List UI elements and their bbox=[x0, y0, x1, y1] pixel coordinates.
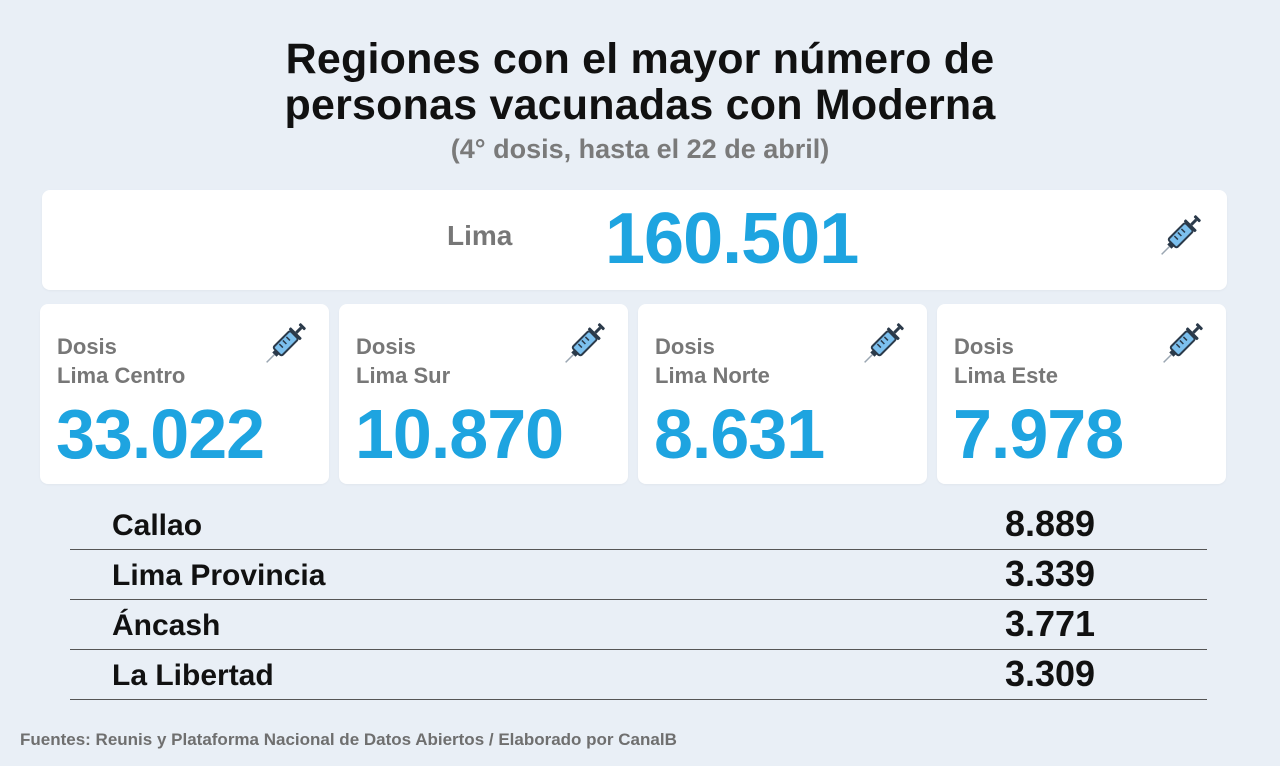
card-label-line2: Lima Sur bbox=[356, 363, 451, 388]
card-lima-norte: Dosis Lima Norte 8.631 bbox=[638, 304, 927, 484]
lima-label: Lima bbox=[447, 220, 513, 251]
region-name: Lima Provincia bbox=[112, 559, 326, 592]
card-label-line1: Dosis bbox=[954, 334, 1014, 359]
region-name: Callao bbox=[112, 509, 203, 542]
title-line-2: personas vacunadas con Moderna bbox=[284, 81, 996, 129]
card-value: 7.978 bbox=[953, 395, 1124, 473]
card-value: 10.870 bbox=[355, 395, 564, 473]
card-lima-sur: Dosis Lima Sur 10.870 bbox=[339, 304, 628, 484]
source-footer: Fuentes: Reunis y Plataforma Nacional de… bbox=[20, 730, 677, 749]
card-value: 8.631 bbox=[654, 395, 825, 473]
card-lima-centro: Dosis Lima Centro 33.022 bbox=[40, 304, 329, 484]
table-row: Callao 8.889 bbox=[70, 500, 1207, 550]
subtitle: (4° dosis, hasta el 22 de abril) bbox=[450, 134, 830, 164]
region-value: 8.889 bbox=[1004, 503, 1096, 544]
lima-value: 160.501 bbox=[605, 199, 859, 279]
card-label-line1: Dosis bbox=[356, 334, 416, 359]
card-label-line2: Lima Norte bbox=[655, 363, 770, 388]
regions-table: Callao 8.889 Lima Provincia 3.339 Áncash… bbox=[70, 500, 1207, 700]
table-row: Áncash 3.771 bbox=[70, 600, 1207, 650]
table-row: Lima Provincia 3.339 bbox=[70, 550, 1207, 600]
card-label-line2: Lima Centro bbox=[57, 363, 186, 388]
syringe-icon bbox=[1163, 323, 1203, 363]
syringe-icon bbox=[565, 323, 605, 363]
syringe-icon bbox=[1161, 215, 1201, 255]
card-label-line2: Lima Este bbox=[954, 363, 1058, 388]
page-title: Regiones con el mayor número de personas… bbox=[0, 36, 1280, 128]
table-row: La Libertad 3.309 bbox=[70, 650, 1207, 700]
syringe-icon bbox=[266, 323, 306, 363]
card-lima-este: Dosis Lima Este 7.978 bbox=[937, 304, 1226, 484]
region-value: 3.339 bbox=[1004, 553, 1096, 594]
region-name: Áncash bbox=[112, 609, 221, 642]
region-value: 3.771 bbox=[1004, 603, 1096, 644]
lima-total-card: Lima 160.501 bbox=[42, 190, 1227, 290]
title-line-1: Regiones con el mayor número de bbox=[285, 35, 995, 83]
card-value: 33.022 bbox=[56, 395, 265, 473]
region-value: 3.309 bbox=[1004, 653, 1096, 694]
card-label-line1: Dosis bbox=[655, 334, 715, 359]
region-name: La Libertad bbox=[112, 659, 274, 692]
card-label-line1: Dosis bbox=[57, 334, 117, 359]
syringe-icon bbox=[864, 323, 904, 363]
